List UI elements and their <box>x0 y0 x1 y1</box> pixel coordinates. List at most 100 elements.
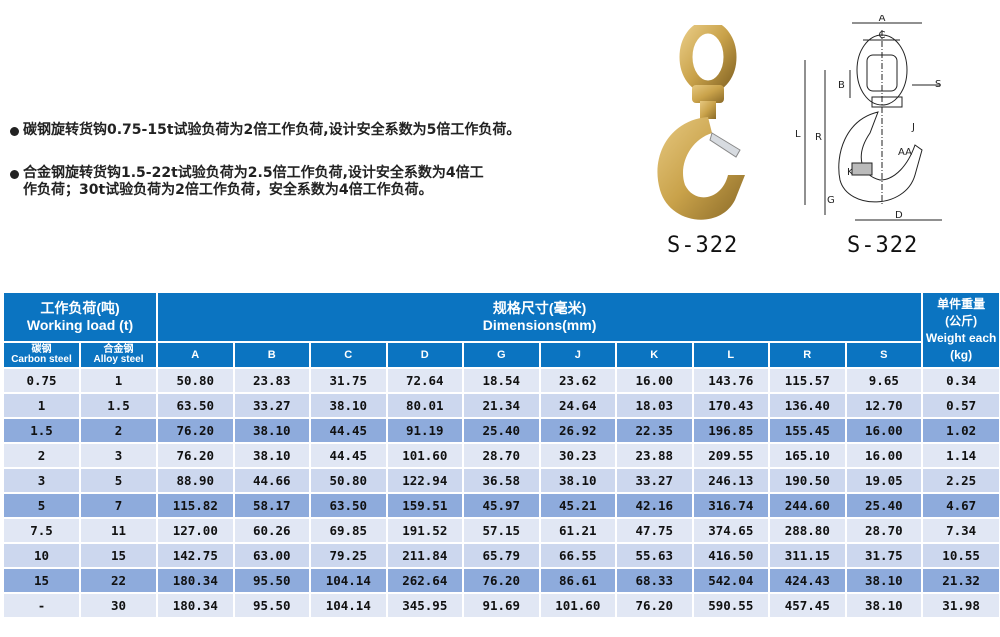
note-alloy-steel: 合金钢旋转货钩1.5-22t试验负荷为2.5倍工作负荷,设计安全系数为4倍工作负… <box>10 165 650 199</box>
table-cell: 63.00 <box>232 542 312 569</box>
alloy-steel-header: 合金钢 Alloy steel <box>78 341 159 369</box>
table-cell: 76.20 <box>156 442 235 469</box>
svg-text:K: K <box>847 167 854 178</box>
table-cell: 374.65 <box>691 517 771 544</box>
table-row: 15 22 180.34 95.50 104.14 262.64 76.20 86.61 68.… <box>2 567 1000 594</box>
table-cell: 63.50 <box>156 392 235 419</box>
table-cell: 15 <box>2 567 81 594</box>
column-header-g: G <box>462 341 541 369</box>
table-cell: 10 <box>2 542 81 569</box>
table-cell: 4.67 <box>921 492 1000 519</box>
table-cell: 21.34 <box>462 392 541 419</box>
table-row: 2 3 76.20 38.10 44.45 101.60 28.70 30.23 23.88 20… <box>2 442 1000 469</box>
column-header-l: L <box>691 341 771 369</box>
table-cell: 18.03 <box>615 392 694 419</box>
table-cell: 7 <box>78 492 159 519</box>
table-cell: 136.40 <box>768 392 847 419</box>
table-cell: 28.70 <box>844 517 924 544</box>
table-cell: 38.10 <box>538 467 618 494</box>
table-cell: 38.10 <box>232 417 312 444</box>
table-cell: 155.45 <box>768 417 847 444</box>
svg-text:R: R <box>815 132 822 143</box>
note-carbon-steel: 碳钢旋转货钩0.75-15t试验负荷为2倍工作负荷,设计安全系数为5倍工作负荷。 <box>10 122 650 139</box>
table-cell: 1.5 <box>2 417 81 444</box>
table-cell: 23.88 <box>615 442 694 469</box>
table-cell: 15 <box>78 542 159 569</box>
photo-model-label: S-322 <box>667 233 739 258</box>
column-header-r: R <box>768 341 847 369</box>
bullet-icon <box>10 170 19 179</box>
notes: 碳钢旋转货钩0.75-15t试验负荷为2倍工作负荷,设计安全系数为5倍工作负荷。… <box>10 122 650 219</box>
table-cell: 5 <box>2 492 81 519</box>
table-cell: 142.75 <box>156 542 235 569</box>
table-cell: 31.75 <box>309 367 388 394</box>
column-header-c: C <box>309 341 388 369</box>
table-cell: 30 <box>78 592 159 619</box>
table-cell: 0.75 <box>2 367 81 394</box>
table-row: 1 1.5 63.50 33.27 38.10 80.01 21.34 24.64 18.03 1… <box>2 392 1000 419</box>
table-row: 10 15 142.75 63.00 79.25 211.84 65.79 66.55 55.6… <box>2 542 1000 569</box>
table-row: 0.75 1 50.80 23.83 31.75 72.64 18.54 23.62 16.00… <box>2 367 1000 394</box>
drawing-model-label: S-322 <box>847 233 919 258</box>
table-cell: 44.45 <box>309 442 388 469</box>
note-text: 合金钢旋转货钩1.5-22t试验负荷为2.5倍工作负荷,设计安全系数为4倍工作负… <box>23 165 484 198</box>
table-cell: 159.51 <box>385 492 465 519</box>
table-cell: 288.80 <box>768 517 847 544</box>
column-header-b: B <box>232 341 312 369</box>
table-row: 1.5 2 76.20 38.10 44.45 91.19 25.40 26.92 22.35 1… <box>2 417 1000 444</box>
table-cell: 23.83 <box>232 367 312 394</box>
table-cell: 122.94 <box>385 467 465 494</box>
table-cell: 311.15 <box>768 542 847 569</box>
table-cell: 30.23 <box>538 442 618 469</box>
table-cell: 79.25 <box>309 542 388 569</box>
table-cell: 69.85 <box>309 517 388 544</box>
table-cell: 55.63 <box>615 542 694 569</box>
table-cell: 3 <box>2 467 81 494</box>
table-cell: 95.50 <box>232 592 312 619</box>
table-cell: 57.15 <box>462 517 541 544</box>
table-cell: - <box>2 592 81 619</box>
table-cell: 246.13 <box>691 467 771 494</box>
table-cell: 58.17 <box>232 492 312 519</box>
table-cell: 86.61 <box>538 567 618 594</box>
table-cell: 38.10 <box>232 442 312 469</box>
table-cell: 38.10 <box>844 592 924 619</box>
table-cell: 31.98 <box>921 592 1000 619</box>
table-cell: 25.40 <box>462 417 541 444</box>
table-cell: 47.75 <box>615 517 694 544</box>
table-cell: 316.74 <box>691 492 771 519</box>
table-cell: 1.5 <box>78 392 159 419</box>
table-cell: 5 <box>78 467 159 494</box>
table-row: -30 180.34 95.50 104.14 345.95 91.69 101.60 76.… <box>2 592 1000 619</box>
table-cell: 45.97 <box>462 492 541 519</box>
table-cell: 115.82 <box>156 492 235 519</box>
table-cell: 44.66 <box>232 467 312 494</box>
svg-text:J: J <box>911 122 915 133</box>
table-cell: 196.85 <box>691 417 771 444</box>
table-cell: 33.27 <box>232 392 312 419</box>
table-cell: 0.57 <box>921 392 1000 419</box>
table-cell: 104.14 <box>309 567 388 594</box>
table-cell: 65.79 <box>462 542 541 569</box>
table-cell: 180.34 <box>156 567 235 594</box>
table-cell: 2.25 <box>921 467 1000 494</box>
table-cell: 3 <box>78 442 159 469</box>
table-row: 7.5 11 127.00 60.26 69.85 191.52 57.15 61.21 47.… <box>2 517 1000 544</box>
table-cell: 16.00 <box>844 417 924 444</box>
table-cell: 127.00 <box>156 517 235 544</box>
column-header-s: S <box>844 341 924 369</box>
table-cell: 190.50 <box>768 467 847 494</box>
table-cell: 1 <box>2 392 81 419</box>
table-cell: 23.62 <box>538 367 618 394</box>
table-cell: 72.64 <box>385 367 465 394</box>
svg-text:L: L <box>795 129 801 140</box>
table-cell: 91.19 <box>385 417 465 444</box>
svg-text:G: G <box>827 195 835 206</box>
note-text: 碳钢旋转货钩0.75-15t试验负荷为2倍工作负荷,设计安全系数为5倍工作负荷。 <box>23 122 521 138</box>
table-cell: 28.70 <box>462 442 541 469</box>
table-cell: 1.14 <box>921 442 1000 469</box>
table-cell: 38.10 <box>309 392 388 419</box>
table-row: 5 7 115.82 58.17 63.50 159.51 45.97 45.21 42.16 3… <box>2 492 1000 519</box>
table-cell: 2 <box>2 442 81 469</box>
table-cell: 76.20 <box>462 567 541 594</box>
